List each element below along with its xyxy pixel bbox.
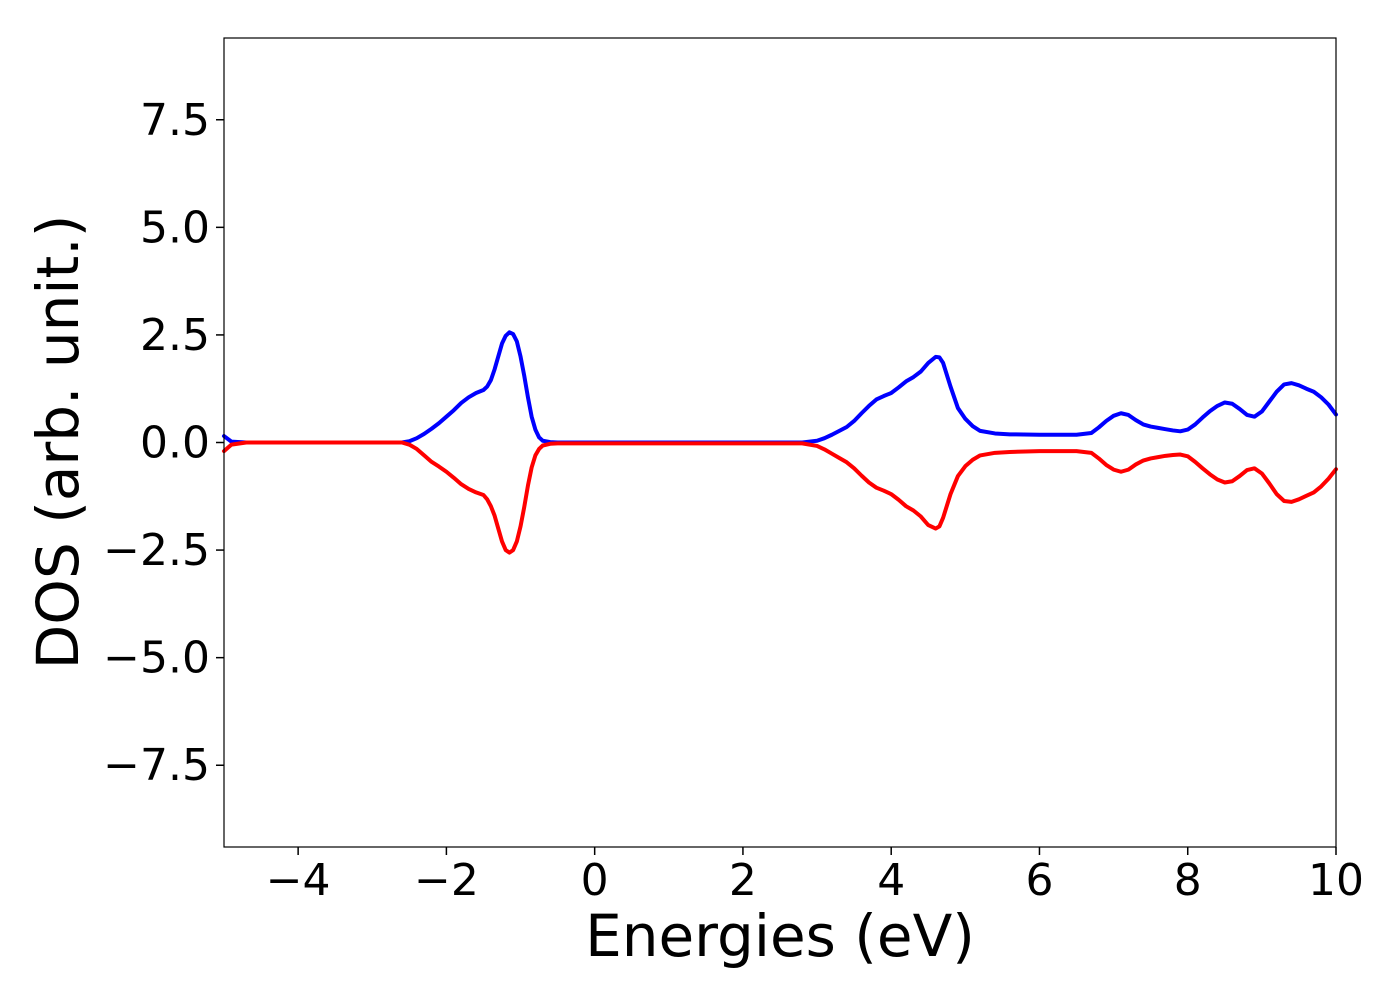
x-axis-label: Energies (eV) bbox=[585, 902, 975, 970]
series-line-1 bbox=[222, 330, 1338, 445]
y-axis-label: DOS (arb. unit.) bbox=[24, 215, 92, 670]
y-axis: 7.5 5.0 2.5 0.0 −2.5 −5.0 −7.5 bbox=[103, 95, 224, 791]
x-tick-label: 8 bbox=[1174, 855, 1202, 906]
y-tick-label: 2.5 bbox=[140, 310, 210, 361]
x-tick-label: 0 bbox=[581, 855, 609, 906]
series-layer bbox=[222, 330, 1338, 555]
y-tick-label: 0.0 bbox=[140, 418, 210, 469]
x-axis: −4 −2 0 2 4 6 8 10 bbox=[266, 847, 1364, 906]
x-tick-label: 10 bbox=[1308, 855, 1364, 906]
y-tick-label: −2.5 bbox=[103, 525, 210, 576]
x-tick-label: −2 bbox=[414, 855, 479, 906]
x-tick-label: 6 bbox=[1025, 855, 1053, 906]
x-tick-label: 4 bbox=[877, 855, 905, 906]
y-tick-label: −7.5 bbox=[103, 740, 210, 791]
x-tick-label: 2 bbox=[729, 855, 757, 906]
series-line-2 bbox=[222, 440, 1338, 555]
y-tick-label: 5.0 bbox=[140, 202, 210, 253]
y-tick-label: −5.0 bbox=[103, 633, 210, 684]
x-tick-label: −4 bbox=[266, 855, 331, 906]
y-tick-label: 7.5 bbox=[140, 95, 210, 146]
